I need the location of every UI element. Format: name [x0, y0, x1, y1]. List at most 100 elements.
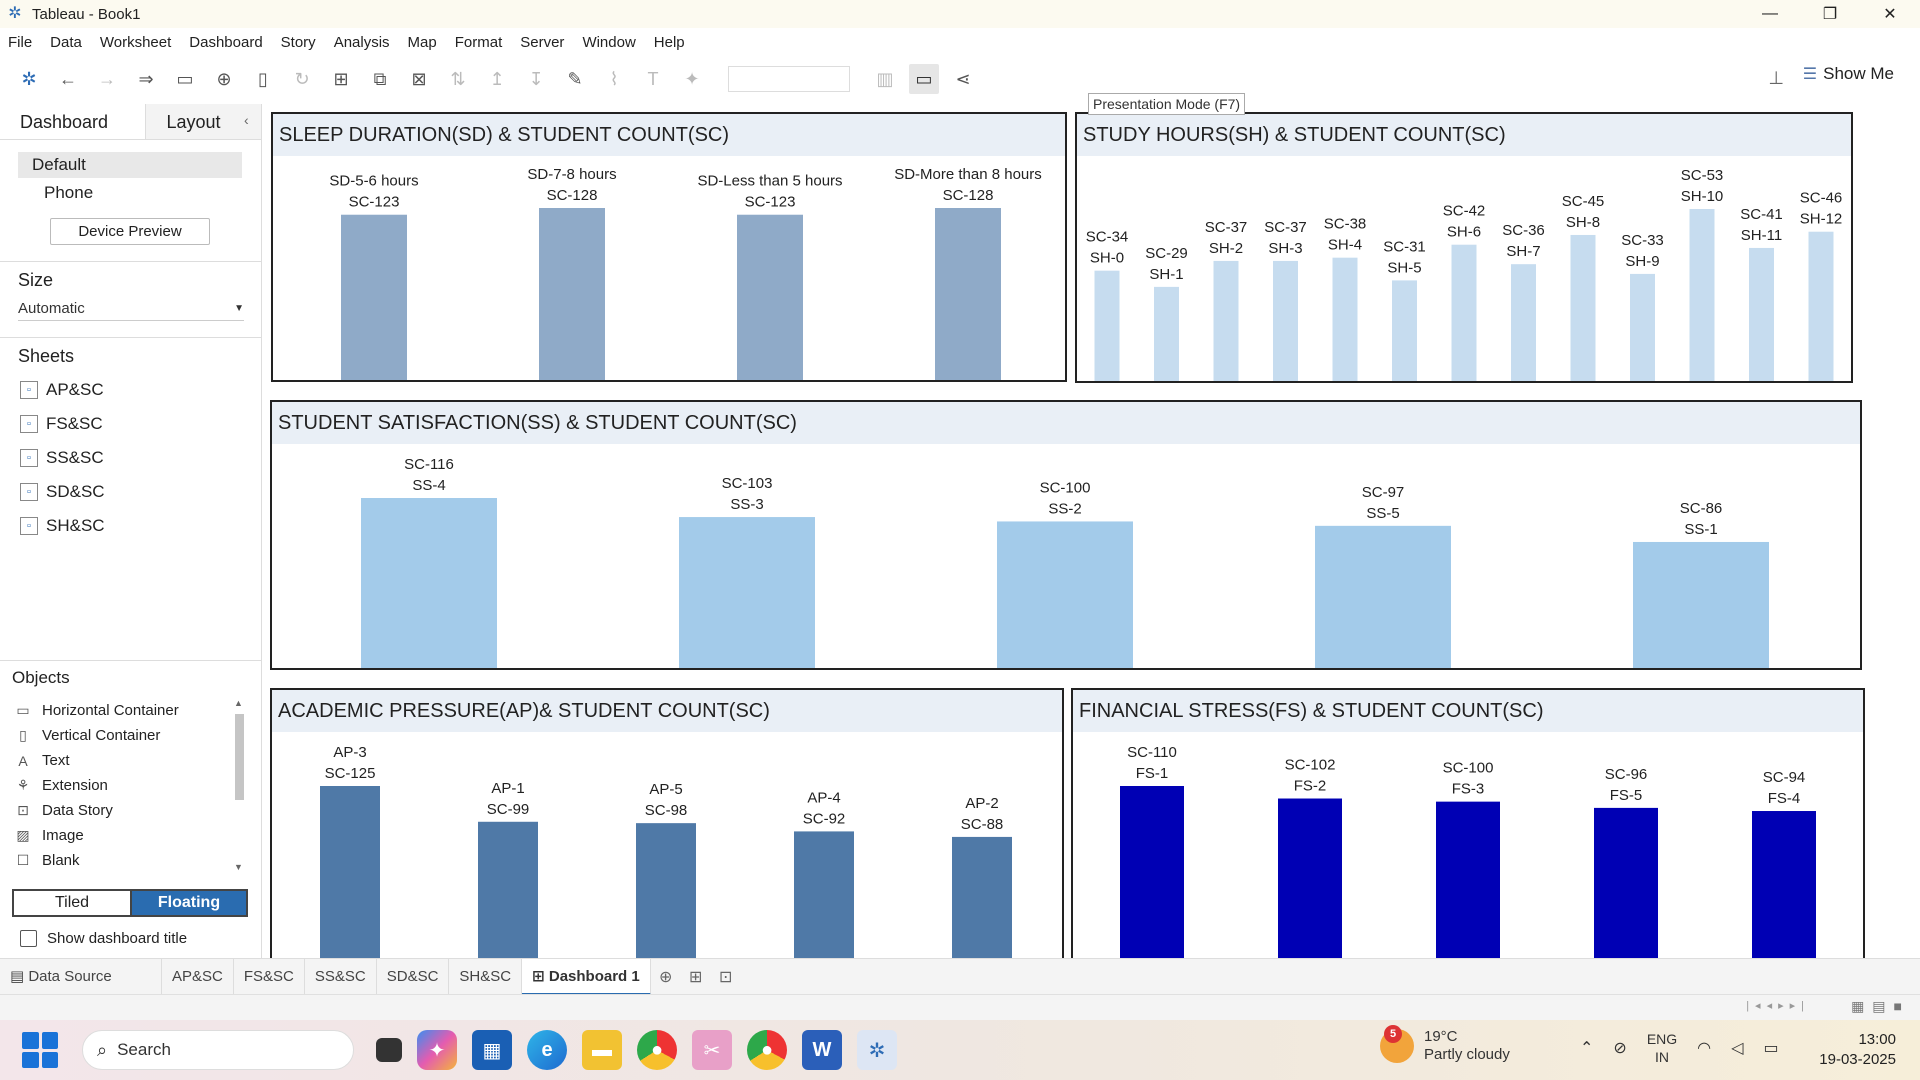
- bar-AP-1[interactable]: [478, 821, 538, 958]
- tab-layout[interactable]: Layout: [145, 104, 261, 139]
- sheet-item[interactable]: ▫ FS&SC: [0, 407, 261, 441]
- windows-start-icon[interactable]: [22, 1032, 58, 1068]
- network-off-icon[interactable]: ⊘: [1613, 1040, 1627, 1057]
- bar-FS-1[interactable]: [1120, 786, 1184, 958]
- new-story-icon[interactable]: ⊡: [719, 968, 733, 986]
- bar-SS-3[interactable]: [679, 517, 815, 668]
- sheet-item[interactable]: ▫ SS&SC: [0, 441, 261, 475]
- bar-SD-7-8 hours[interactable]: [539, 208, 605, 380]
- word-icon[interactable]: W: [802, 1030, 842, 1070]
- menu-window[interactable]: Window: [582, 33, 636, 51]
- bar-SH-11[interactable]: [1749, 247, 1774, 381]
- swap-icon[interactable]: ⇅: [450, 68, 466, 89]
- object-text[interactable]: A Text: [14, 748, 244, 773]
- show-hidden-icons-icon[interactable]: ⌃: [1580, 1040, 1594, 1057]
- redo-icon[interactable]: →: [98, 68, 116, 89]
- object-horizontal-container[interactable]: ▭ Horizontal Container: [14, 698, 244, 723]
- menu-dashboard[interactable]: Dashboard: [189, 33, 263, 51]
- view-mode-icons[interactable]: ▦▤■: [1851, 998, 1910, 1014]
- pin-icon[interactable]: ✦: [684, 68, 700, 89]
- minimize-button[interactable]: —: [1762, 5, 1778, 22]
- show-me-button[interactable]: ☰ Show Me: [1803, 64, 1894, 84]
- menu-analysis[interactable]: Analysis: [333, 33, 390, 51]
- size-select[interactable]: Automatic ▼: [18, 297, 244, 321]
- save-icon[interactable]: ▭: [176, 68, 194, 89]
- taskbar-clock[interactable]: 13:00 19-03-2025: [1819, 1030, 1896, 1070]
- task-view-icon[interactable]: [376, 1038, 402, 1062]
- battery-icon[interactable]: ▭: [1763, 1040, 1779, 1057]
- ss-bar-chart[interactable]: SC-116 SS-4 SC-103 SS-3 SC-100 SS-2 SC-97 SS-5 S…: [272, 444, 1860, 668]
- pause-updates-icon[interactable]: ▯: [258, 68, 268, 89]
- tab-sheet[interactable]: SS&SC: [305, 958, 377, 995]
- clear-sheet-icon[interactable]: ⊠: [411, 68, 427, 89]
- device-phone[interactable]: Phone: [44, 183, 94, 202]
- bar-SS-5[interactable]: [1315, 525, 1451, 668]
- tab-dashboard-1[interactable]: ⊞ Dashboard 1: [522, 958, 651, 995]
- bar-SH-4[interactable]: [1332, 257, 1358, 381]
- bar-SS-2[interactable]: [997, 521, 1133, 668]
- highlight-icon[interactable]: ✎: [567, 68, 583, 89]
- object-data-story[interactable]: ⊡ Data Story: [14, 798, 244, 823]
- new-data-source-icon[interactable]: ⊕: [216, 68, 232, 89]
- fs-bar-chart[interactable]: SC-110 FS-1 SC-102 FS-2 SC-100 FS-3 SC-96 FS-5 S…: [1073, 732, 1863, 958]
- menu-file[interactable]: File: [8, 33, 33, 51]
- tab-sheet[interactable]: AP&SC: [162, 958, 234, 995]
- bar-SH-1[interactable]: [1154, 286, 1179, 381]
- menu-server[interactable]: Server: [520, 33, 565, 51]
- bar-SH-7[interactable]: [1511, 264, 1536, 381]
- bar-SH-2[interactable]: [1213, 260, 1239, 381]
- bar-SH-0[interactable]: [1094, 270, 1120, 381]
- labels-icon[interactable]: T: [647, 68, 659, 89]
- study-hours-chart[interactable]: STUDY HOURS(SH) & STUDENT COUNT(SC) SC-3…: [1075, 112, 1853, 383]
- group-icon[interactable]: ⌇: [609, 68, 619, 89]
- tab-data-source[interactable]: ▤ Data Source: [0, 958, 162, 995]
- menu-worksheet[interactable]: Worksheet: [99, 33, 172, 51]
- bar-SH-12[interactable]: [1808, 231, 1834, 381]
- tab-sheet[interactable]: FS&SC: [234, 958, 305, 995]
- edge-icon[interactable]: e: [527, 1030, 567, 1070]
- bar-SS-4[interactable]: [361, 498, 497, 668]
- presentation-mode-icon[interactable]: ▭: [909, 64, 939, 94]
- sleep-duration-chart[interactable]: SLEEP DURATION(SD) & STUDENT COUNT(SC) S…: [271, 112, 1067, 382]
- bar-AP-5[interactable]: [636, 823, 696, 958]
- device-default[interactable]: Default: [18, 152, 242, 178]
- refresh-icon[interactable]: ↻: [294, 68, 310, 89]
- new-worksheet-icon[interactable]: ⊞: [333, 68, 349, 89]
- fit-dropdown[interactable]: [728, 66, 850, 92]
- device-preview-button[interactable]: Device Preview: [50, 218, 210, 245]
- wifi-icon[interactable]: ◠: [1697, 1040, 1712, 1057]
- menu-map[interactable]: Map: [407, 33, 437, 51]
- sh-bar-chart[interactable]: SC-34 SH-0 SC-29 SH-1 SC-37 SH-2 SC-37 SH-3 SC-3…: [1077, 156, 1851, 381]
- ap-bar-chart[interactable]: AP-3 SC-125 AP-1 SC-99 AP-5 SC-98 AP-4 SC-92 AP-…: [272, 732, 1062, 958]
- sort-ascending-icon[interactable]: ↥: [489, 68, 505, 89]
- sheet-item[interactable]: ▫ AP&SC: [0, 373, 261, 407]
- show-cards-icon[interactable]: ▥: [876, 68, 894, 89]
- bar-SH-10[interactable]: [1689, 209, 1715, 381]
- bar-AP-3[interactable]: [320, 786, 380, 958]
- object-extension[interactable]: ⚘ Extension: [14, 773, 244, 798]
- objects-scrollbar[interactable]: ▲ ▼: [232, 698, 246, 872]
- tableau-taskbar-icon[interactable]: ✲: [857, 1030, 897, 1070]
- academic-pressure-chart[interactable]: ACADEMIC PRESSURE(AP)& STUDENT COUNT(SC)…: [270, 688, 1064, 960]
- menu-help[interactable]: Help: [653, 33, 685, 51]
- checkbox-icon[interactable]: [20, 930, 37, 947]
- tab-sheet[interactable]: SD&SC: [377, 958, 450, 995]
- close-button[interactable]: ✕: [1883, 6, 1897, 23]
- sd-bar-chart[interactable]: SD-5-6 hours SC-123 SD-7-8 hours SC-128 SD-L…: [273, 156, 1065, 380]
- object-vertical-container[interactable]: ▯ Vertical Container: [14, 723, 244, 748]
- collapse-panel-icon[interactable]: ‹: [244, 112, 249, 128]
- duplicate-icon[interactable]: ⧉: [373, 68, 387, 89]
- chrome-icon[interactable]: ●: [637, 1030, 677, 1070]
- tooltip-toggle-icon[interactable]: ⊥: [1768, 68, 1784, 88]
- object-blank[interactable]: ☐ Blank: [14, 848, 244, 873]
- maximize-button[interactable]: ❐: [1822, 6, 1838, 23]
- bar-SH-3[interactable]: [1273, 260, 1298, 381]
- volume-icon[interactable]: ◁: [1731, 1040, 1744, 1057]
- bar-AP-4[interactable]: [794, 831, 854, 958]
- bar-SH-8[interactable]: [1570, 234, 1596, 381]
- new-dashboard-icon[interactable]: ⊞: [689, 968, 703, 986]
- microsoft-store-icon[interactable]: ▦: [472, 1030, 512, 1070]
- sheet-item[interactable]: ▫ SH&SC: [0, 509, 261, 543]
- taskbar-search[interactable]: ⌕ Search: [82, 1030, 354, 1070]
- new-worksheet-icon[interactable]: ⊕: [659, 968, 673, 986]
